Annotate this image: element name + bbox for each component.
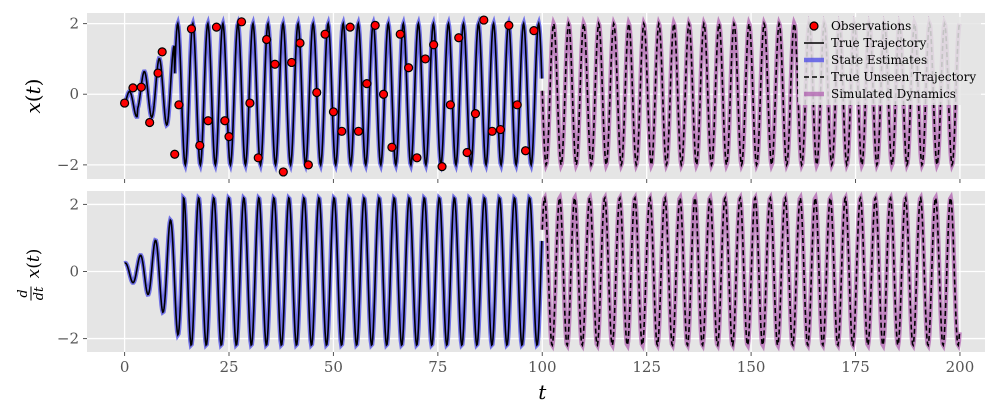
bottom-panel-ytick-label-2: 2 — [69, 195, 79, 213]
top-panel-series-group — [122, 15, 962, 174]
legend-label-simulated-dynamics: Simulated Dynamics — [831, 87, 956, 101]
observation-point — [262, 34, 272, 45]
observation-point — [529, 26, 539, 36]
y-axis-label-top: x(t) — [21, 79, 45, 114]
y-label-fraction-den: dt — [32, 286, 47, 300]
observation-point — [462, 147, 472, 158]
observation-point — [404, 63, 414, 73]
observation-point — [328, 107, 339, 117]
xtick-label-7: 175 — [841, 358, 870, 376]
observation-point — [470, 109, 481, 119]
observation-point — [378, 89, 389, 99]
xtick-label-3: 75 — [428, 358, 447, 376]
top-panel-ytick-label-1: 0 — [69, 85, 79, 103]
observation-point — [320, 29, 330, 39]
bottom-panel-series-true-unseen-trajectory — [541, 195, 961, 348]
observation-point — [520, 146, 531, 156]
observation-point — [270, 59, 280, 69]
y-label-fraction-num: d — [16, 289, 31, 297]
xtick-label-5: 125 — [632, 358, 661, 376]
xtick-label-2: 50 — [324, 358, 343, 376]
legend-label-state-estimates: State Estimates — [831, 53, 927, 67]
observation-point — [170, 149, 180, 159]
observation-point — [245, 98, 255, 108]
observation-point — [153, 68, 163, 78]
observation-point — [454, 33, 464, 43]
observation-point — [479, 15, 489, 25]
y-label-rest: x(t) — [24, 249, 44, 279]
observation-point — [345, 22, 355, 32]
observation-point — [495, 124, 506, 135]
observation-point — [312, 87, 322, 98]
observation-point — [119, 98, 130, 108]
observation-point — [157, 47, 167, 57]
observation-point — [295, 38, 305, 48]
observation-point — [445, 100, 455, 110]
observation-point — [512, 100, 522, 110]
observation-point — [186, 24, 197, 34]
observation-markers — [119, 15, 539, 177]
observation-point — [353, 126, 364, 136]
observation-point — [128, 83, 138, 93]
observation-point — [145, 117, 155, 128]
xtick-label-4: 100 — [528, 358, 557, 376]
xtick-label-1: 25 — [219, 358, 238, 376]
bottom-panel-series-true-trajectory — [124, 196, 543, 347]
observation-point — [429, 40, 439, 50]
y-axis-label-bottom: d dt x(t) — [16, 249, 47, 301]
observation-point — [278, 167, 288, 177]
legend-label-observations: Observations — [831, 19, 911, 33]
observation-point — [253, 153, 263, 163]
top-panel-series-true-unseen-trajectory — [541, 20, 961, 168]
observation-point — [504, 20, 514, 30]
top-panel-ytick-label-0: −2 — [57, 156, 79, 174]
observation-point — [203, 116, 213, 126]
observation-point — [412, 153, 422, 163]
observation-point — [303, 160, 313, 170]
observation-point — [487, 126, 497, 136]
bottom-panel-series-group — [123, 191, 962, 352]
observation-point — [337, 126, 347, 136]
observation-point — [236, 17, 247, 27]
xtick-label-8: 200 — [946, 358, 975, 376]
observation-point — [174, 100, 184, 110]
observation-point — [387, 142, 397, 152]
observation-point — [195, 140, 205, 151]
legend-label-true-unseen-trajectory: True Unseen Trajectory — [831, 70, 976, 84]
legend-swatch-observations — [809, 21, 819, 31]
observation-point — [437, 162, 447, 172]
observation-point — [136, 82, 146, 92]
x-axis-label: t — [538, 380, 547, 404]
legend: Observations True Trajectory State Estimat… — [798, 17, 981, 105]
bottom-panel-ytick-label-0: −2 — [57, 330, 79, 348]
observation-point — [370, 20, 380, 30]
observation-point — [287, 57, 297, 68]
top-panel-series-true-trajectory — [123, 20, 543, 168]
xtick-label-6: 150 — [737, 358, 766, 376]
observation-point — [211, 22, 222, 32]
legend-label-true-trajectory: True Trajectory — [831, 36, 927, 50]
top-panel-ytick-label-2: 2 — [69, 15, 79, 33]
bottom-panel-ytick-label-1: 0 — [69, 263, 79, 281]
legend-box — [798, 17, 981, 105]
xtick-label-0: 0 — [120, 358, 130, 376]
observation-point — [362, 79, 372, 89]
observation-point — [420, 54, 430, 64]
observation-point — [395, 29, 405, 39]
observation-point — [224, 132, 234, 142]
observation-point — [220, 116, 230, 126]
